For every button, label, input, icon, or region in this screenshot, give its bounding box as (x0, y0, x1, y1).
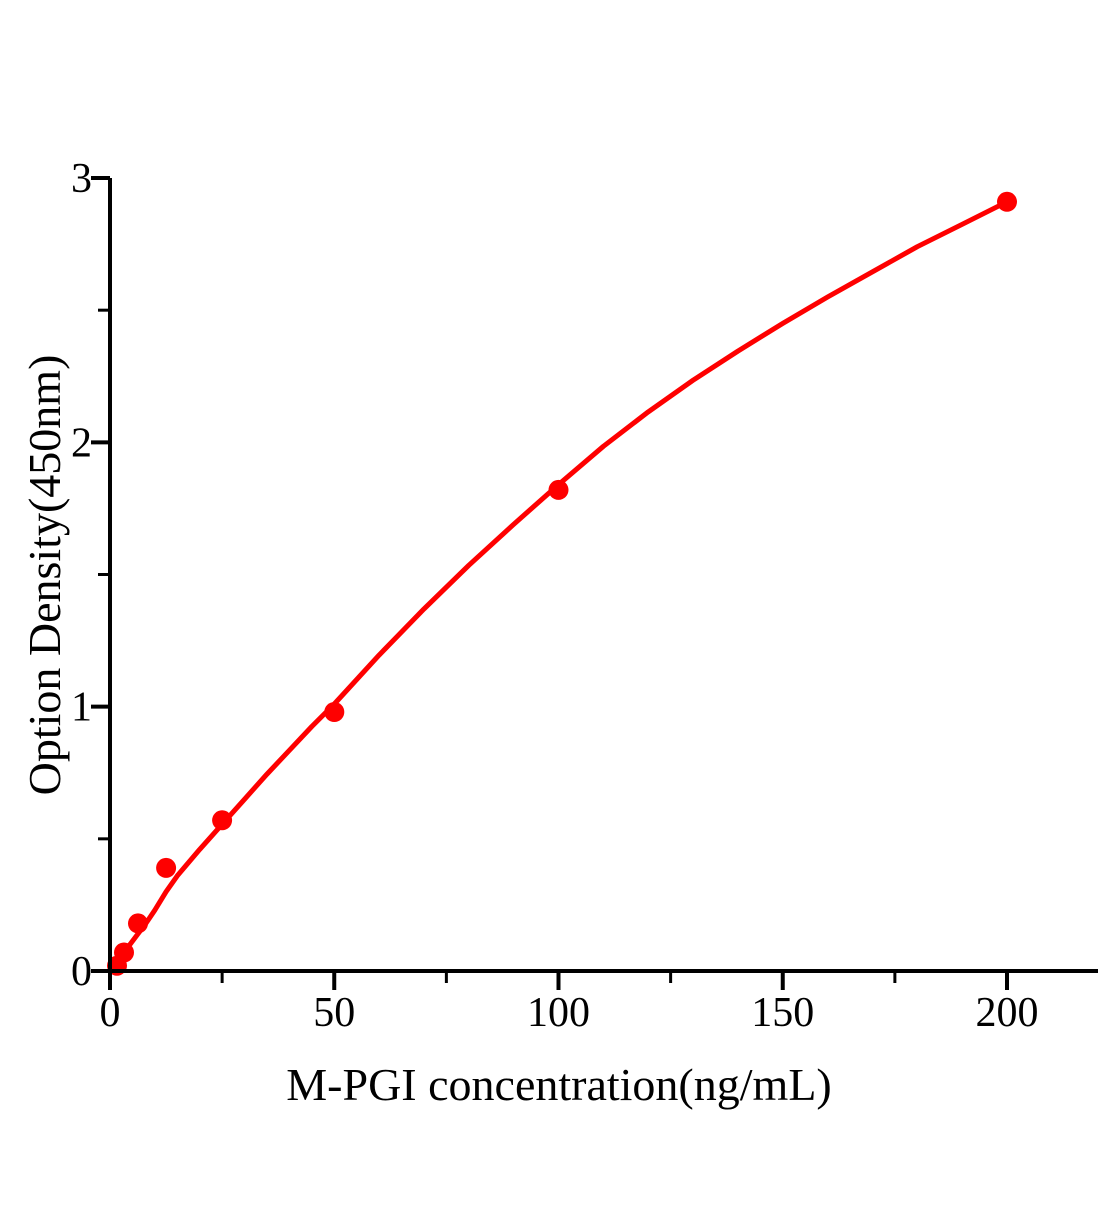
axes-layer (91, 176, 1098, 990)
data-point (324, 702, 345, 722)
fit-curve-layer (107, 199, 1010, 974)
x-tick-label: 150 (751, 990, 814, 1036)
data-point (156, 857, 177, 878)
y-tick-label: 1 (71, 685, 92, 731)
tick-labels-layer: 0 50 100 150 200 0 1 2 3 (71, 156, 1039, 1036)
y-tick-label: 3 (71, 156, 92, 202)
data-point (997, 191, 1017, 212)
x-tick-label: 50 (313, 990, 355, 1036)
y-axis-title: Option Density(450nm) (19, 355, 70, 796)
y-tick-label: 2 (71, 420, 92, 466)
data-point (548, 479, 569, 500)
fit-curve-path (107, 199, 1010, 974)
data-point (114, 942, 134, 963)
x-tick-label: 100 (527, 990, 590, 1036)
y-tick-label: 0 (71, 949, 92, 995)
data-point (212, 810, 233, 831)
data-point (128, 913, 148, 934)
x-axis-title: M-PGI concentration(ng/mL) (286, 1059, 831, 1110)
x-tick-label: 0 (100, 990, 121, 1036)
data-points-layer (107, 191, 1017, 976)
x-tick-label: 200 (976, 990, 1039, 1036)
